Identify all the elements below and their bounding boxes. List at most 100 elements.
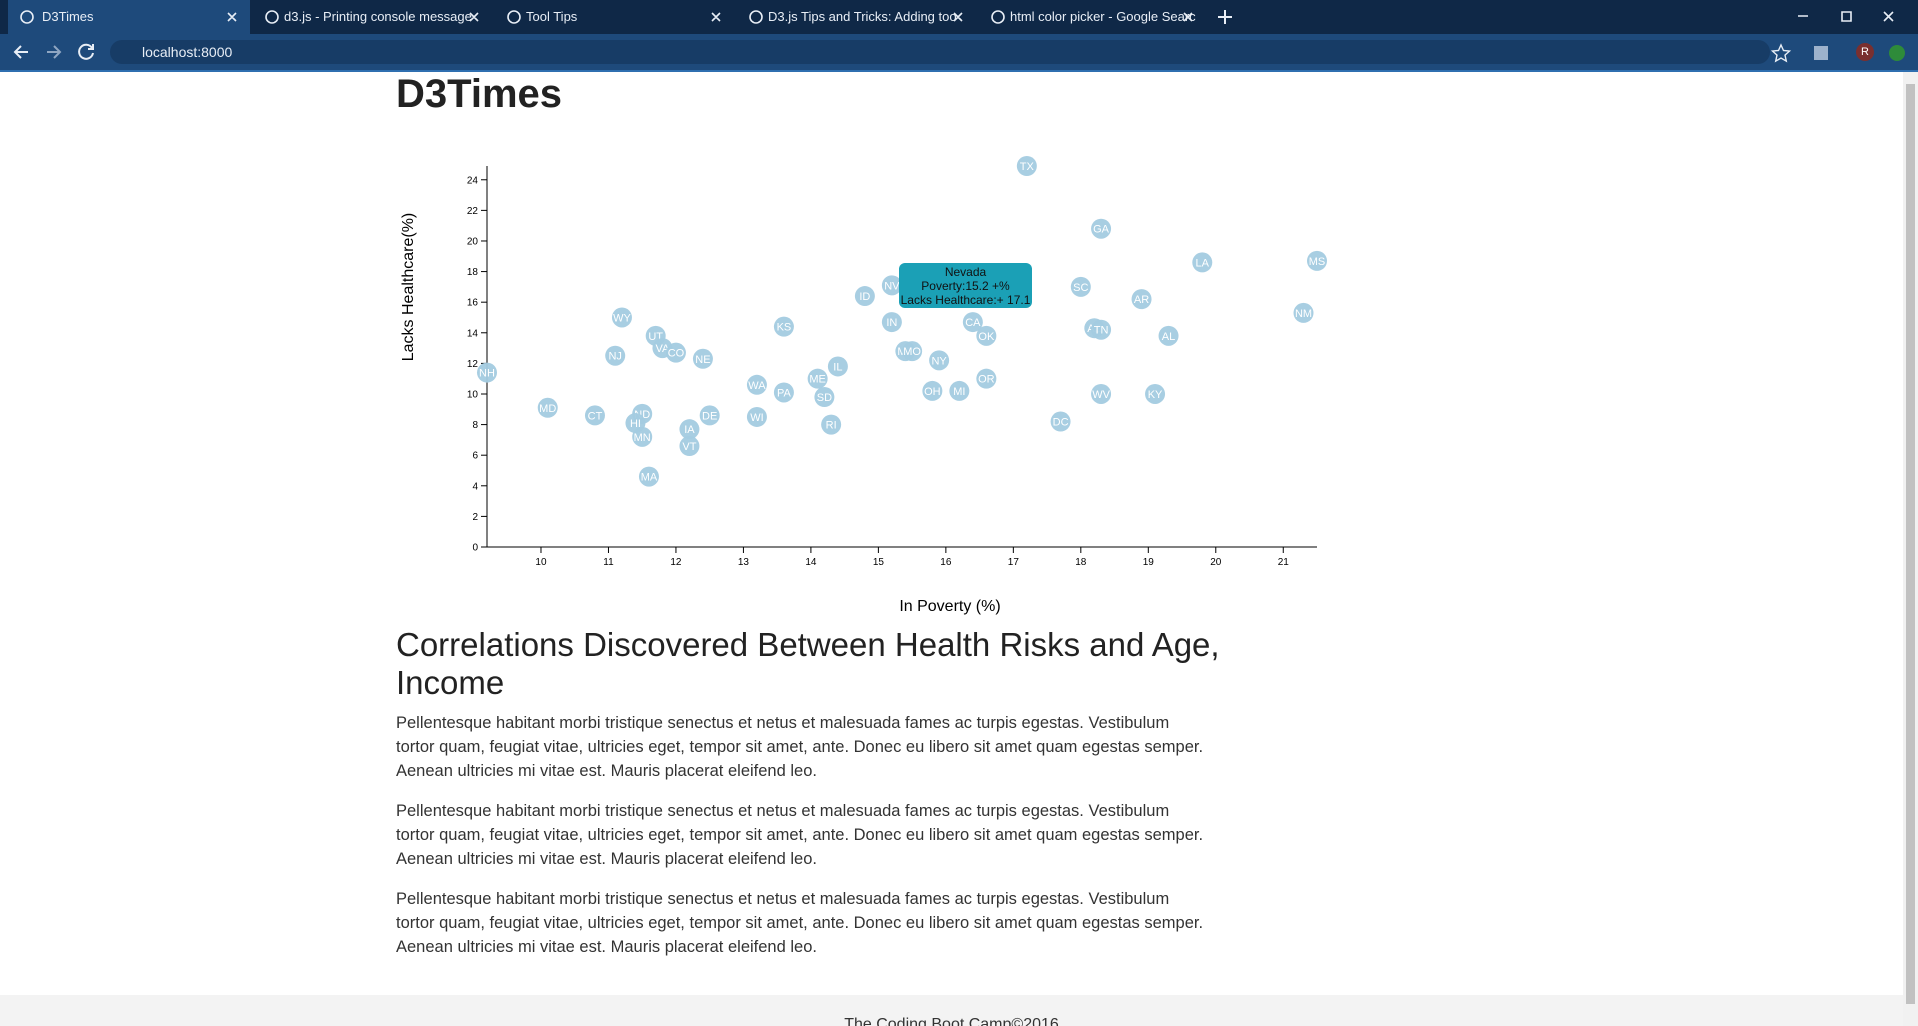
point-label: NY — [931, 355, 947, 367]
heading: Correlations Discovered Between Health R… — [396, 626, 1220, 701]
paragraph: Pellentesque habitant morbi tristique se… — [396, 802, 1204, 868]
point-label: MA — [641, 472, 658, 484]
x-tick-label: 10 — [535, 557, 547, 568]
y-tick-label: 14 — [467, 328, 479, 339]
point-label: OH — [924, 386, 941, 398]
x-tick-label: 16 — [940, 557, 952, 568]
tab[interactable]: D3Times — [8, 0, 250, 34]
point-label: SD — [817, 392, 832, 404]
point-label: KY — [1148, 389, 1163, 401]
profile-avatar[interactable]: R — [1856, 43, 1874, 61]
point-label: WY — [613, 312, 631, 324]
point-label: TN — [1094, 325, 1109, 337]
x-tick-label: 18 — [1075, 557, 1087, 568]
point-label: NJ — [608, 351, 621, 363]
point — [1091, 319, 1112, 340]
point-label: NV — [884, 280, 900, 292]
point — [611, 307, 632, 328]
point — [773, 382, 794, 403]
tooltip-line: Poverty:15.2 +% — [921, 279, 1010, 293]
point-label: RI — [826, 420, 837, 432]
point — [692, 348, 713, 369]
point — [1307, 250, 1327, 271]
point — [807, 368, 828, 389]
point-label: CO — [668, 348, 685, 360]
tab[interactable]: D3.js Tips and Tricks: Adding too — [768, 9, 957, 24]
point-label: OK — [978, 331, 995, 343]
x-tick-label: 14 — [805, 557, 817, 568]
y-tick-label: 12 — [467, 359, 479, 370]
point — [679, 419, 700, 440]
point — [929, 350, 950, 371]
nav-buttons[interactable] — [0, 34, 140, 70]
address-bar[interactable]: localhost:8000 — [110, 40, 1770, 64]
point-label: AR — [1134, 294, 1149, 306]
point-label: AL — [1162, 331, 1175, 343]
point — [1050, 411, 1071, 432]
point — [584, 405, 605, 426]
y-tick-label: 16 — [467, 298, 479, 309]
toolbar-icons — [1770, 43, 1905, 63]
scroll-thumb[interactable] — [1906, 84, 1915, 1004]
x-tick-label: 13 — [738, 557, 750, 568]
y-tick-label: 18 — [467, 267, 479, 278]
tooltip: Nevada Poverty:15.2 +% Lacks Healthcare:… — [899, 263, 1032, 308]
point — [949, 380, 970, 401]
point — [1091, 383, 1112, 404]
x-tick-label: 20 — [1210, 557, 1222, 568]
point-label: MN — [634, 432, 651, 444]
point-label: MO — [903, 346, 921, 358]
point — [477, 362, 497, 383]
tab-icons — [20, 10, 1894, 24]
point-label: GA — [1093, 224, 1110, 236]
point-label: PA — [777, 387, 792, 399]
point-label: OR — [978, 374, 995, 386]
point — [1158, 325, 1179, 346]
x-tick-label: 15 — [873, 557, 885, 568]
x-tick-label: 11 — [603, 557, 614, 568]
footer — [0, 995, 1903, 1026]
point — [605, 345, 626, 366]
point-label: CT — [588, 410, 603, 422]
tab[interactable]: html color picker - Google Searc — [1010, 9, 1196, 24]
tab[interactable]: d3.js - Printing console message — [284, 9, 472, 24]
tab-bar: D3Times d3.js - Printing console message… — [0, 0, 1918, 34]
point — [827, 356, 848, 377]
x-tick-label: 12 — [670, 557, 682, 568]
point-label: KS — [777, 322, 792, 334]
point-label: DC — [1053, 417, 1069, 429]
tab[interactable]: Tool Tips — [526, 9, 578, 24]
point-label: WA — [748, 380, 766, 392]
point — [1131, 289, 1152, 310]
point — [821, 414, 842, 435]
point-label: WV — [1092, 389, 1110, 401]
point — [665, 342, 686, 363]
y-tick-label: 2 — [472, 512, 478, 523]
point-label: NM — [1295, 308, 1312, 320]
paragraph: Pellentesque habitant morbi tristique se… — [396, 714, 1204, 780]
point — [814, 387, 835, 408]
paragraph: Pellentesque habitant morbi tristique se… — [396, 890, 1204, 956]
point — [746, 406, 767, 427]
point-label: LA — [1196, 257, 1210, 269]
point — [976, 325, 997, 346]
y-tick-label: 4 — [472, 481, 478, 492]
y-tick-label: 10 — [467, 389, 479, 400]
point — [537, 397, 558, 418]
y-tick-label: 22 — [467, 206, 479, 217]
point — [962, 312, 983, 333]
point-label: WI — [750, 412, 763, 424]
y-axis-label: Lacks Healthcare(%) — [400, 213, 417, 362]
point-label: ME — [809, 374, 826, 386]
x-tick-label: 21 — [1278, 557, 1290, 568]
point-label: ID — [859, 291, 870, 303]
y-tick-label: 0 — [472, 543, 478, 554]
point-label: DE — [702, 410, 717, 422]
point — [881, 275, 902, 296]
point-label: IN — [886, 317, 897, 329]
point — [679, 436, 700, 457]
tooltip-line: Lacks Healthcare:+ 17.1 — [900, 293, 1031, 307]
footer-text: The Coding Boot Camp©2016 — [844, 1016, 1059, 1026]
